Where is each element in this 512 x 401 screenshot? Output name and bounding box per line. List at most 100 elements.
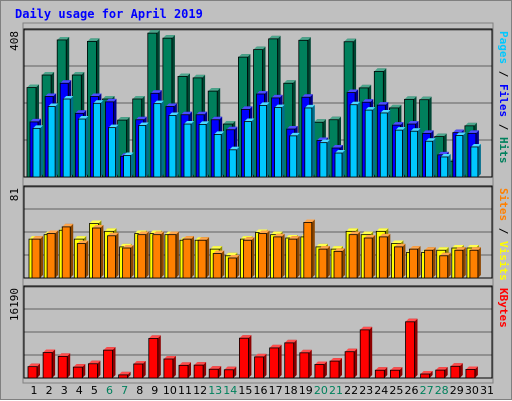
day-label: 9 bbox=[151, 384, 158, 397]
hits-files-pages-pages-bar-top bbox=[93, 100, 104, 104]
day-label: 26 bbox=[405, 384, 419, 397]
hits-files-pages-hits-bar-top bbox=[359, 84, 372, 88]
visits-sites-sites-bar-side bbox=[50, 230, 59, 278]
kbytes-kbytes-bar-top bbox=[28, 363, 40, 367]
kbytes-kbytes-bar bbox=[314, 364, 325, 379]
kbytes-kbytes-bar-top bbox=[314, 361, 327, 365]
visits-sites-sites-bar-top bbox=[469, 247, 481, 251]
hits-files-pages-pages-bar-top bbox=[380, 109, 391, 113]
hits-files-pages-pages-bar-top bbox=[48, 103, 59, 107]
kbytes-kbytes-bar-side bbox=[333, 358, 342, 378]
visits-sites-sites-bar-top bbox=[47, 230, 59, 234]
hits-files-pages-pages-bar bbox=[47, 106, 56, 178]
hits-files-pages-pages-bar-top bbox=[455, 132, 466, 136]
visits-sites-sites-bar bbox=[363, 237, 373, 279]
hits-files-pages-hits-bar-top bbox=[42, 72, 55, 76]
kbytes-kbytes-bar bbox=[450, 365, 461, 379]
day-label: 27 bbox=[420, 384, 434, 397]
visits-sites-sites-bar-side bbox=[231, 255, 240, 278]
day-label: 24 bbox=[374, 384, 388, 397]
hits-files-pages-pages-bar-top bbox=[365, 107, 376, 111]
kbytes-kbytes-bar-side bbox=[302, 349, 312, 378]
kbytes-kbytes-bar-side bbox=[91, 360, 101, 378]
hits-files-pages-pages-bar-top bbox=[214, 131, 225, 135]
hits-files-pages-pages-bar-top bbox=[289, 132, 300, 136]
kbytes-kbytes-bar-side bbox=[242, 335, 252, 378]
hits-files-pages-pages-bar-top bbox=[410, 128, 421, 132]
hits-files-pages-pages-bar-side bbox=[292, 132, 300, 177]
hits-files-pages-files-bar-top bbox=[452, 129, 464, 133]
kbytes-kbytes-bar-top bbox=[390, 367, 403, 371]
kbytes-kbytes-bar bbox=[405, 321, 415, 379]
hits-files-pages-files-bar-top bbox=[30, 118, 41, 122]
visits-sites-sites-bar bbox=[137, 234, 147, 279]
plot-area-border bbox=[22, 22, 494, 384]
visits-sites-sites-bar-top bbox=[62, 223, 74, 227]
hits-files-pages-files-bar-top bbox=[271, 94, 283, 98]
visits-sites-visits-bar-top bbox=[104, 228, 117, 232]
visits-sites-sites-bar-side bbox=[155, 231, 164, 278]
visits-sites-sites-bar-top bbox=[167, 231, 179, 235]
visits-sites-sites-bar-top bbox=[228, 255, 240, 258]
kbytes-kbytes-bar-top bbox=[330, 358, 342, 362]
hits-files-pages-pages-bar-side bbox=[141, 122, 149, 177]
hits-files-pages-pages-bar-side bbox=[398, 127, 406, 177]
kbytes-kbytes-bar-top bbox=[118, 371, 131, 375]
hits-files-pages-files-bar-top bbox=[60, 80, 72, 84]
visits-sites-max-label: 81 bbox=[8, 188, 21, 201]
hits-files-pages-pages-bar-top bbox=[425, 138, 436, 142]
kbytes-kbytes-bar bbox=[42, 352, 53, 379]
hits-files-pages-pages-bar bbox=[410, 130, 418, 178]
hits-files-pages-pages-bar bbox=[364, 109, 373, 178]
hits-files-pages-pages-bar-side bbox=[262, 102, 270, 177]
kbytes-kbytes-bar-side bbox=[287, 339, 297, 378]
kbytes-kbytes-bar-side bbox=[257, 353, 267, 378]
hits-files-pages-pages-bar-side bbox=[51, 103, 59, 177]
visits-sites-sites-bar-side bbox=[382, 233, 391, 278]
kbytes-kbytes-bar-side bbox=[453, 363, 463, 378]
hits-files-pages-pages-bar-side bbox=[66, 95, 74, 177]
visits-sites-sites-bar-top bbox=[243, 237, 255, 241]
day-label: 10 bbox=[163, 384, 177, 397]
kbytes-kbytes-bar-top bbox=[420, 370, 433, 374]
hits-files-pages-pages-bar-top bbox=[304, 104, 315, 108]
visits-sites-sites-bar-top bbox=[439, 252, 451, 256]
hits-files-pages-hits-bar-top bbox=[298, 37, 311, 41]
day-label: 6 bbox=[106, 384, 113, 397]
visits-sites-sites-bar-side bbox=[397, 243, 406, 278]
hits-files-pages-pages-bar-side bbox=[111, 124, 119, 177]
kbytes-kbytes-bar bbox=[178, 364, 189, 379]
hits-files-pages-hits-bar-top bbox=[238, 54, 251, 58]
kbytes-kbytes-bar bbox=[435, 369, 446, 379]
visits-sites-sites-bar-side bbox=[457, 247, 466, 278]
hits-files-pages-hits-bar-top bbox=[374, 68, 387, 72]
visits-sites-sites-bar-side bbox=[337, 248, 345, 278]
hits-files-pages-hits-bar-top bbox=[464, 122, 477, 126]
day-label: 31 bbox=[480, 384, 494, 397]
hits-files-pages-pages-bar bbox=[198, 123, 207, 178]
hits-files-pages-files-bar-top bbox=[75, 110, 87, 114]
hits-files-pages-pages-bar-top bbox=[319, 139, 330, 143]
visits-sites-sites-bar bbox=[288, 238, 298, 279]
hits-files-pages-files-bar-top bbox=[286, 126, 298, 130]
visits-sites-sites-bar bbox=[197, 239, 207, 279]
kbytes-kbytes-bar-top bbox=[43, 349, 56, 353]
hits-files-pages-pages-bar bbox=[183, 123, 192, 178]
hits-files-pages-pages-bar-top bbox=[123, 152, 134, 156]
day-label: 1 bbox=[31, 384, 38, 397]
visits-sites-sites-bar-side bbox=[125, 245, 134, 278]
hits-files-pages-pages-bar bbox=[455, 135, 464, 178]
kbytes-kbytes-bar-side bbox=[378, 367, 388, 378]
kbytes-kbytes-bar bbox=[193, 364, 204, 379]
kbytes-kbytes-bar-side bbox=[76, 364, 86, 378]
hits-files-pages-hits-bar-top bbox=[344, 38, 357, 42]
day-label: 15 bbox=[238, 384, 252, 397]
hits-files-pages-files-bar-top bbox=[181, 111, 192, 115]
visits-sites-sites-bar-side bbox=[291, 236, 300, 278]
hits-files-pages-files-bar-top bbox=[362, 99, 374, 103]
visits-sites-sites-bar-top bbox=[107, 232, 119, 236]
hits-files-pages-pages-bar bbox=[259, 105, 267, 178]
hits-files-pages-hits-bar-top bbox=[132, 95, 145, 99]
visits-sites-sites-bar bbox=[258, 233, 267, 279]
hits-files-pages-hits-bar-top bbox=[72, 72, 85, 76]
